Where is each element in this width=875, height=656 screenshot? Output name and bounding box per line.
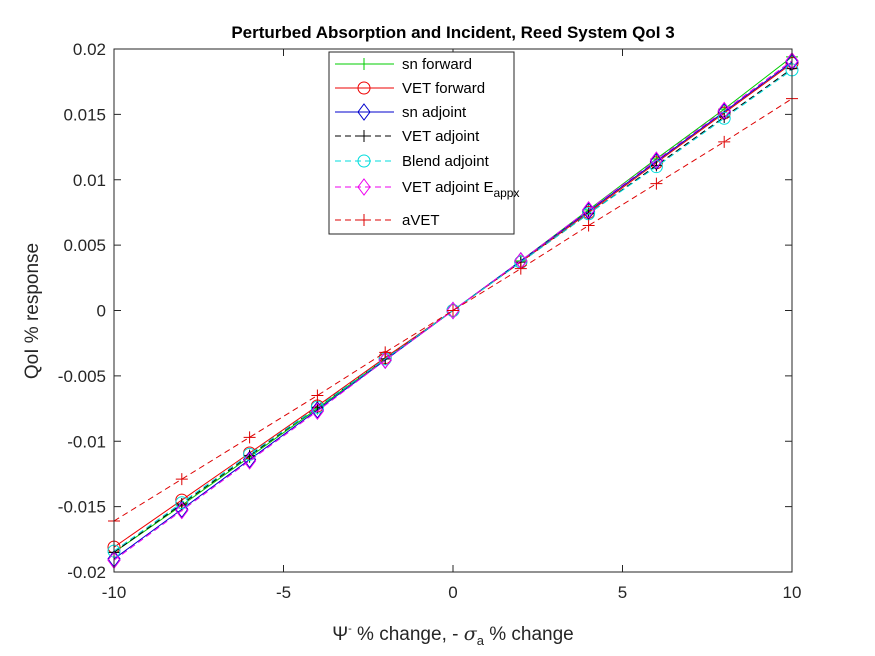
y-tick-label: 0 (97, 302, 106, 321)
x-axis-label: Ψ- % change, - σa % change (332, 623, 574, 648)
x-label-mid: % change, - (352, 624, 464, 645)
legend-marker-3 (358, 130, 370, 142)
x-label-psi: Ψ (332, 624, 348, 645)
y-tick-label: 0.005 (63, 236, 106, 255)
legend-label-2: sn adjoint (402, 104, 467, 121)
data-point-6-3 (311, 389, 324, 402)
y-tick-label: 0.02 (73, 40, 106, 59)
x-label-sigma: σ (464, 623, 478, 645)
legend-label-0: sn forward (402, 56, 472, 73)
data-point-3-2 (243, 449, 256, 462)
data-point-6-2 (243, 431, 256, 444)
y-tick-label: -0.015 (58, 498, 106, 517)
legend-marker-6 (358, 214, 370, 226)
series-line-3 (113, 68, 793, 553)
y-tick-label: -0.01 (67, 432, 106, 451)
legend-entry-2: sn adjoint (335, 103, 467, 121)
data-point-4-9 (717, 111, 731, 125)
series-layer (107, 50, 799, 570)
legend-label-5: VET adjoint Eappx (402, 179, 519, 200)
legend-marker-5 (357, 178, 371, 196)
legend-marker-0 (358, 58, 370, 70)
data-point-3-8 (650, 159, 663, 172)
data-point-5-1 (175, 501, 189, 520)
data-point-6-7 (582, 219, 595, 232)
data-point-5-3 (310, 402, 325, 421)
x-tick-label: -10 (102, 583, 127, 602)
legend-entry-1: VET forward (335, 80, 485, 97)
data-point-6-1 (175, 473, 188, 486)
legend-entry-0: sn forward (335, 56, 472, 73)
data-point-6-8 (650, 177, 663, 190)
data-point-6-6 (514, 262, 527, 275)
data-point-3-1 (175, 498, 188, 511)
data-point-5-8 (649, 151, 664, 169)
data-point-5-9 (717, 101, 731, 120)
data-point-4-1 (175, 496, 189, 510)
data-point-6-5 (447, 304, 459, 317)
x-tick-label: 10 (783, 583, 802, 602)
x-tick-label: 0 (448, 583, 457, 602)
x-label-sigma-sub: a (477, 633, 485, 648)
data-point-5-7 (581, 200, 596, 219)
chart-title: Perturbed Absorption and Incident, Reed … (231, 23, 674, 42)
x-label-end: % change (484, 624, 574, 645)
data-point-6-4 (379, 346, 392, 359)
legend-label-6: aVET (402, 212, 440, 229)
legend-label-4: Blend adjoint (402, 153, 490, 170)
data-point-5-2 (242, 452, 257, 470)
legend-entry-3: VET adjoint (335, 128, 480, 145)
x-tick-label: -5 (276, 583, 291, 602)
axes-layer: -10 -5 0 5 10 -0.02 -0.015 -0.01 -0.005 0 0.005 0.0… (58, 40, 802, 602)
legend-label-3: VET adjoint (402, 128, 480, 145)
x-label-psi-sup: - (348, 623, 352, 635)
legend-marker-4 (357, 154, 371, 168)
legend-label-1: VET forward (402, 80, 485, 97)
legend: sn forward VET forward sn adjoint VET adjoi… (328, 51, 519, 235)
x-tick-label: 5 (618, 583, 627, 602)
series-line-6 (113, 98, 793, 522)
legend-marker-2 (357, 103, 371, 121)
legend-entry-5: VET adjoint Eappx (335, 178, 519, 200)
data-point-5-4 (378, 351, 392, 370)
legend-box (328, 51, 515, 235)
y-tick-label: -0.005 (58, 367, 106, 386)
y-tick-label: -0.02 (67, 563, 106, 582)
data-point-6-9 (718, 135, 731, 148)
y-tick-label: 0.015 (63, 105, 106, 124)
legend-entry-4: Blend adjoint (335, 153, 490, 170)
data-point-4-2 (243, 447, 257, 461)
y-tick-label: 0.01 (73, 171, 106, 190)
y-axis-label: QoI % response (22, 243, 43, 379)
legend-entry-6: aVET (335, 212, 440, 229)
series-6 (108, 92, 798, 528)
data-point-3-9 (718, 110, 731, 123)
legend-marker-1 (357, 81, 371, 95)
